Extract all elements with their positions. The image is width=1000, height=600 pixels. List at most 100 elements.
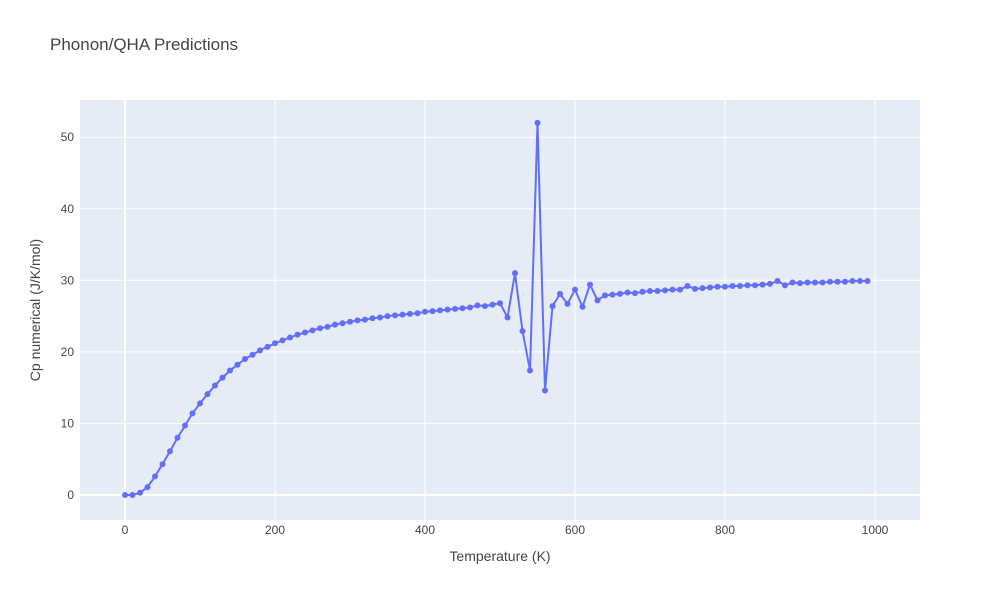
x-tick-label: 200 — [265, 523, 285, 537]
data-point — [212, 382, 218, 389]
data-point — [497, 300, 503, 307]
x-axis-title: Temperature (K) — [449, 548, 550, 564]
data-point — [714, 283, 721, 290]
data-point — [662, 287, 668, 294]
data-point — [122, 491, 128, 498]
data-point — [152, 473, 158, 480]
x-tick-label: 600 — [565, 523, 585, 537]
data-point — [444, 306, 451, 313]
data-point — [669, 286, 676, 293]
y-tick-label: 30 — [61, 273, 75, 287]
data-point — [707, 284, 713, 291]
data-point — [264, 343, 271, 350]
data-point — [414, 310, 421, 317]
data-point — [249, 351, 256, 358]
data-point — [392, 312, 398, 319]
data-point — [677, 286, 683, 293]
data-point — [542, 387, 548, 394]
data-point — [332, 321, 338, 328]
data-point — [384, 313, 391, 320]
x-tick-label: 0 — [122, 523, 129, 537]
data-point — [257, 347, 263, 354]
data-point — [189, 410, 196, 417]
data-point — [489, 301, 496, 308]
data-point — [369, 315, 376, 322]
data-point — [429, 308, 436, 315]
data-point — [452, 305, 458, 312]
data-point — [752, 282, 758, 289]
data-point — [819, 279, 826, 286]
y-tick-label: 10 — [61, 416, 75, 430]
data-point — [129, 491, 136, 498]
data-point — [219, 374, 226, 381]
y-tick-label: 40 — [61, 202, 75, 216]
data-point — [624, 289, 631, 296]
data-point — [504, 314, 511, 321]
data-point — [272, 340, 278, 347]
data-point — [467, 304, 473, 311]
data-point — [812, 279, 818, 286]
data-point — [654, 288, 661, 295]
data-point — [339, 320, 346, 327]
data-point — [242, 356, 248, 363]
data-point — [857, 278, 863, 285]
data-point — [354, 317, 361, 324]
data-point — [549, 303, 556, 310]
data-point — [422, 308, 428, 315]
data-point — [842, 278, 848, 285]
data-point — [399, 311, 406, 318]
data-point — [437, 307, 443, 314]
data-point — [797, 280, 803, 287]
data-point — [347, 318, 353, 325]
y-tick-label: 0 — [67, 488, 74, 502]
chart-title: Phonon/QHA Predictions — [50, 35, 238, 54]
data-point — [864, 278, 871, 285]
data-point — [594, 297, 601, 304]
data-point — [137, 489, 143, 496]
y-tick-label: 50 — [61, 130, 75, 144]
data-point — [639, 288, 646, 295]
data-point — [519, 328, 526, 335]
data-point — [287, 334, 293, 341]
data-point — [317, 325, 323, 332]
data-point — [167, 448, 173, 455]
data-point — [324, 323, 331, 330]
data-point — [572, 286, 578, 293]
x-tick-label: 1000 — [862, 523, 889, 537]
data-point — [587, 281, 593, 288]
data-point — [144, 484, 151, 491]
data-point — [609, 291, 616, 298]
data-point — [302, 329, 308, 336]
data-point — [632, 290, 638, 297]
tick-labels: 0 200 400 600 800 1000 0 10 20 30 40 50 — [61, 130, 889, 537]
y-axis-title: Cp numerical (J/K/mol) — [27, 239, 43, 381]
data-point — [234, 361, 241, 368]
data-point — [474, 302, 481, 309]
data-point — [729, 283, 736, 290]
data-point — [722, 283, 728, 290]
series-cp — [122, 119, 871, 498]
data-point — [684, 283, 691, 290]
data-point — [827, 278, 833, 285]
data-point — [804, 279, 811, 286]
data-point — [647, 288, 653, 295]
data-point — [564, 300, 571, 307]
data-point — [527, 367, 533, 374]
data-point — [849, 278, 856, 285]
data-point — [692, 285, 698, 292]
data-point — [182, 422, 188, 429]
y-tick-label: 20 — [61, 345, 75, 359]
data-point — [759, 281, 766, 288]
series-line — [125, 121, 868, 496]
x-tick-label: 800 — [715, 523, 735, 537]
data-point — [579, 303, 586, 310]
data-point — [744, 282, 751, 289]
data-point — [699, 285, 706, 292]
data-point — [602, 292, 608, 299]
data-point — [407, 310, 413, 317]
data-point — [534, 119, 541, 126]
data-point — [774, 278, 781, 285]
data-point — [227, 367, 233, 374]
data-point — [159, 461, 166, 468]
